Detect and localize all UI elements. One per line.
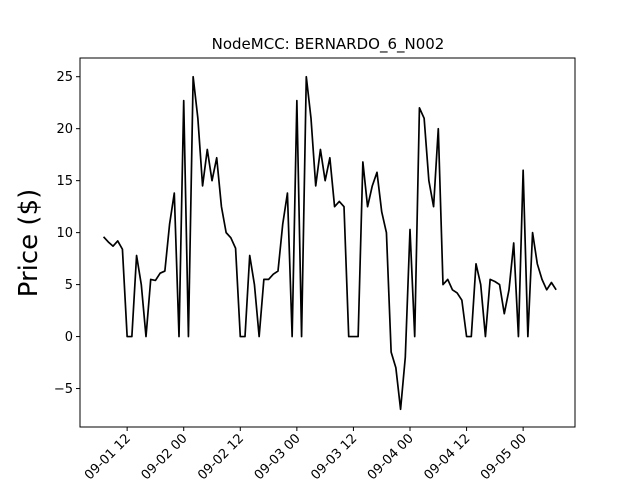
x-tick-label: 09-05 00 (478, 431, 530, 480)
y-tick-label: 20 (56, 122, 73, 137)
y-tick-label: 25 (56, 70, 73, 85)
price-line (102, 75, 557, 411)
x-tick-label: 09-03 00 (252, 431, 304, 480)
x-tick-label: 09-03 12 (308, 431, 360, 480)
y-tick-label: 15 (56, 174, 73, 189)
chart-title: NodeMCC: BERNARDO_6_N002 (212, 35, 445, 54)
y-tick-label: −5 (54, 382, 73, 397)
y-tick-label: 0 (65, 330, 73, 345)
x-tick-label: 09-01 12 (82, 431, 134, 480)
x-tick-label: 09-04 12 (421, 431, 473, 480)
x-tick-label: 09-02 00 (139, 431, 191, 480)
axes-frame (79, 57, 576, 428)
y-axis-label: Price ($) (14, 189, 44, 298)
y-tick-label: 5 (65, 278, 73, 293)
x-tick-label: 09-04 00 (365, 431, 417, 480)
x-tick-label: 09-02 12 (195, 431, 247, 480)
y-tick-label: 10 (56, 226, 73, 241)
